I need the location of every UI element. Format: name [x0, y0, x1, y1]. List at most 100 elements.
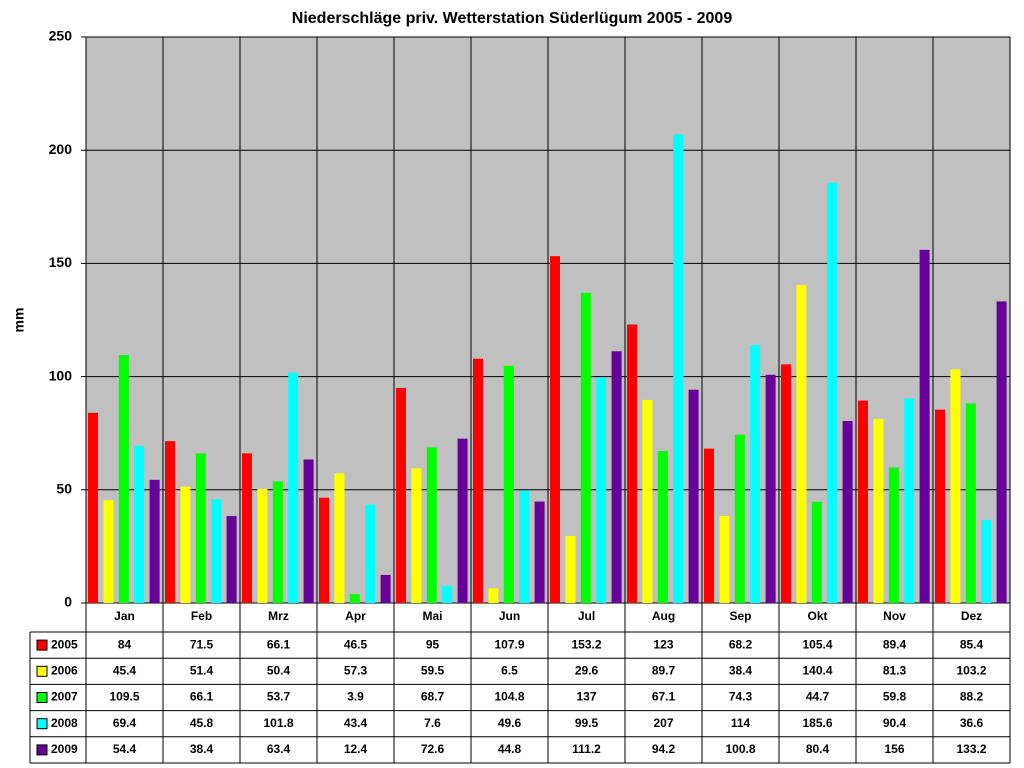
table-value: 45.4: [113, 663, 137, 677]
x-tick-label: Sep: [729, 609, 751, 623]
bar: [288, 372, 299, 603]
table-value: 68.2: [729, 637, 753, 651]
bar: [873, 418, 884, 603]
legend-key: [36, 639, 48, 651]
bar: [519, 490, 530, 603]
bar: [242, 453, 252, 603]
table-value: 156: [884, 742, 904, 756]
bar: [396, 387, 406, 603]
bar: [673, 134, 684, 604]
table-value: 45.8: [190, 716, 214, 730]
table-value: 12.4: [344, 742, 368, 756]
bar: [149, 479, 160, 603]
table-value: 68.7: [421, 690, 445, 704]
x-tick-label: Apr: [345, 609, 366, 623]
table-value: 140.4: [802, 663, 832, 677]
bar: [996, 301, 1007, 603]
table-value: 54.4: [113, 742, 137, 756]
bar: [457, 438, 468, 603]
table-value: 99.5: [575, 716, 599, 730]
bar: [919, 249, 930, 604]
bar: [596, 377, 607, 603]
bar: [719, 516, 730, 603]
table-value: 44.7: [806, 690, 830, 704]
bar: [473, 358, 483, 603]
table-value: 111.2: [572, 742, 601, 756]
bar: [965, 403, 976, 603]
table-value: 6.5: [501, 663, 518, 677]
x-tick-label: Dez: [961, 609, 982, 623]
bar: [380, 574, 391, 603]
table-value: 81.3: [883, 663, 907, 677]
table-value: 133.2: [956, 742, 986, 756]
bar: [935, 409, 945, 603]
bar: [488, 588, 499, 603]
x-tick-label: Nov: [883, 609, 906, 623]
bar: [118, 355, 129, 603]
table-value: 46.5: [344, 637, 368, 651]
bar: [103, 500, 114, 603]
table-value: 67.1: [652, 690, 676, 704]
table-value: 109.5: [109, 690, 139, 704]
x-tick-label: Aug: [652, 609, 675, 623]
table-value: 80.4: [806, 742, 830, 756]
x-tick-label: Okt: [807, 609, 827, 623]
legend-label: 2008: [51, 716, 78, 730]
bar: [88, 412, 98, 603]
legend-label: 2005: [51, 637, 78, 651]
bar: [226, 516, 237, 603]
table-value: 137: [576, 690, 596, 704]
bar: [319, 497, 329, 603]
bar: [811, 501, 822, 603]
bar: [704, 448, 714, 603]
table-value: 59.8: [883, 690, 907, 704]
table-value: 3.9: [347, 690, 364, 704]
bar: [257, 488, 268, 603]
bar: [534, 501, 545, 603]
table-value: 88.2: [960, 690, 984, 704]
legend-label: 2007: [51, 690, 78, 704]
bar: [842, 420, 853, 603]
bar: [657, 451, 668, 603]
y-tick-label: 150: [49, 254, 73, 270]
bar: [580, 292, 591, 603]
table-value: 105.4: [802, 637, 832, 651]
table-value: 44.8: [498, 742, 522, 756]
bar: [688, 389, 699, 603]
bar: [734, 434, 745, 603]
bar: [950, 369, 961, 603]
bar: [550, 256, 560, 603]
bar: [365, 504, 376, 603]
x-tick-label: Jun: [499, 609, 520, 623]
bar: [565, 535, 576, 603]
table-value: 72.6: [421, 742, 445, 756]
table-value: 59.5: [421, 663, 445, 677]
y-tick-label: 200: [49, 141, 73, 157]
table-value: 74.3: [729, 690, 753, 704]
table-value: 84: [118, 637, 132, 651]
bar: [796, 285, 807, 603]
table-value: 29.6: [575, 663, 599, 677]
bar: [442, 585, 453, 603]
table-value: 104.8: [494, 690, 524, 704]
bar: [349, 594, 360, 603]
y-tick-label: 50: [56, 481, 72, 497]
bar: [195, 453, 206, 603]
bar: [211, 499, 222, 603]
table-value: 85.4: [960, 637, 984, 651]
table-value: 123: [653, 637, 673, 651]
bar: [303, 459, 314, 603]
table-value: 43.4: [344, 716, 368, 730]
bar: [180, 486, 191, 603]
table-value: 107.9: [494, 637, 524, 651]
legend-label: 2009: [51, 742, 78, 756]
bar: [611, 351, 622, 603]
table-value: 66.1: [267, 637, 291, 651]
bar: [272, 481, 283, 603]
table-value: 53.7: [267, 690, 291, 704]
bar: [426, 447, 437, 603]
legend-key: [36, 692, 48, 703]
table-value: 69.4: [113, 716, 137, 730]
table-value: 153.2: [571, 637, 601, 651]
table-value: 49.6: [498, 716, 522, 730]
